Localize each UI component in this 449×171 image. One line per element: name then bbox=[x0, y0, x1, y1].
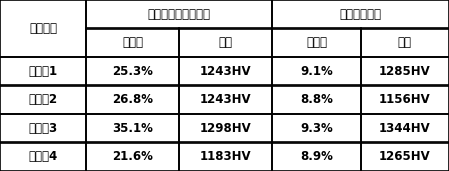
Bar bbox=[273, 142, 361, 171]
Bar bbox=[0, 0, 86, 57]
Text: 9.1%: 9.1% bbox=[300, 65, 333, 78]
Bar bbox=[179, 114, 273, 142]
Text: 1183HV: 1183HV bbox=[200, 150, 251, 163]
Bar bbox=[0, 57, 86, 86]
Bar bbox=[86, 86, 179, 114]
Bar bbox=[86, 57, 179, 86]
Text: 9.3%: 9.3% bbox=[300, 122, 333, 135]
Bar bbox=[179, 29, 273, 57]
Bar bbox=[179, 86, 273, 114]
Bar bbox=[273, 86, 361, 114]
Text: 1156HV: 1156HV bbox=[379, 93, 431, 106]
Bar bbox=[361, 114, 449, 142]
Text: 25.3%: 25.3% bbox=[112, 65, 153, 78]
Text: 孔隙率: 孔隙率 bbox=[122, 36, 143, 49]
Text: 实施例3: 实施例3 bbox=[28, 122, 57, 135]
Bar bbox=[179, 57, 273, 86]
Bar bbox=[86, 142, 179, 171]
Bar bbox=[179, 142, 273, 171]
Text: 硬度: 硬度 bbox=[219, 36, 233, 49]
Bar bbox=[0, 114, 86, 142]
Bar bbox=[86, 114, 179, 142]
Text: 35.1%: 35.1% bbox=[112, 122, 153, 135]
Bar bbox=[273, 0, 449, 29]
Text: 传统陶瓷涂层: 传统陶瓷涂层 bbox=[340, 8, 382, 21]
Bar bbox=[361, 86, 449, 114]
Bar bbox=[0, 86, 86, 114]
Bar bbox=[361, 142, 449, 171]
Text: 8.9%: 8.9% bbox=[300, 150, 333, 163]
Bar bbox=[361, 29, 449, 57]
Text: 实施例1: 实施例1 bbox=[28, 65, 57, 78]
Text: 1243HV: 1243HV bbox=[200, 93, 251, 106]
Bar bbox=[273, 57, 361, 86]
Text: 热喷涂多孔陶瓷涂层: 热喷涂多孔陶瓷涂层 bbox=[148, 8, 211, 21]
Bar bbox=[361, 57, 449, 86]
Text: 涂层类型: 涂层类型 bbox=[29, 22, 57, 35]
Text: 1285HV: 1285HV bbox=[379, 65, 431, 78]
Text: 8.8%: 8.8% bbox=[300, 93, 333, 106]
Text: 1265HV: 1265HV bbox=[379, 150, 431, 163]
Bar bbox=[273, 114, 361, 142]
Text: 硬度: 硬度 bbox=[398, 36, 412, 49]
Bar bbox=[86, 0, 273, 29]
Text: 26.8%: 26.8% bbox=[112, 93, 153, 106]
Text: 1298HV: 1298HV bbox=[200, 122, 251, 135]
Text: 1344HV: 1344HV bbox=[379, 122, 431, 135]
Text: 实施例4: 实施例4 bbox=[28, 150, 57, 163]
Bar bbox=[0, 142, 86, 171]
Text: 21.6%: 21.6% bbox=[112, 150, 153, 163]
Text: 实施例2: 实施例2 bbox=[28, 93, 57, 106]
Text: 1243HV: 1243HV bbox=[200, 65, 251, 78]
Bar bbox=[86, 29, 179, 57]
Text: 孔隙率: 孔隙率 bbox=[306, 36, 327, 49]
Bar bbox=[273, 29, 361, 57]
